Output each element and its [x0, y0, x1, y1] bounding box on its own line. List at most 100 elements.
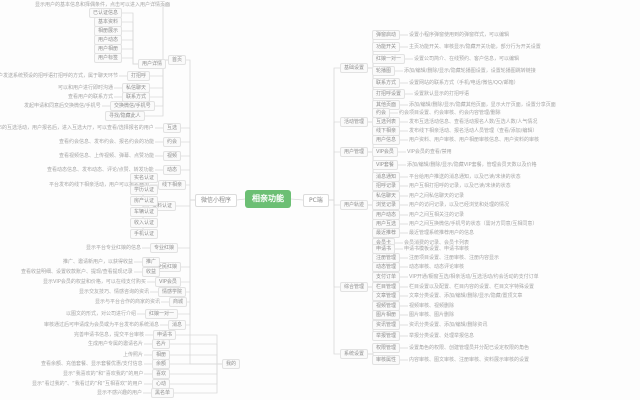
leaf-note: 推广、邀请新用户，以获得收益: [63, 259, 134, 265]
mindmap-topic[interactable]: 喜欢: [152, 369, 171, 379]
mindmap-topic[interactable]: 车辆认证: [130, 207, 159, 217]
mindmap-topic[interactable]: 功能开关: [372, 42, 401, 52]
mindmap-topic[interactable]: 消息: [168, 320, 187, 330]
leaf-note: 查看用户的联系方式: [68, 94, 114, 100]
mindmap-topic[interactable]: 文章管理: [372, 291, 401, 301]
leaf-note: 用户的访问记录，以及已经浏览和处理的情况: [409, 202, 510, 208]
leaf-note: 用户之间互相关注的记录: [409, 212, 465, 218]
mindmap-topic[interactable]: 权限管理: [372, 343, 401, 353]
leaf-note: 平台给用户推送的消息通知，以及已读/未读的状态: [409, 174, 521, 180]
mindmap-topic[interactable]: 综合管理: [340, 282, 369, 292]
mindmap-topic[interactable]: 最近推荐: [372, 228, 401, 238]
mindmap-topic[interactable]: 轮播图: [372, 66, 396, 76]
mindmap-topic[interactable]: 用户详情: [138, 59, 167, 69]
leaf-note: 设置网站的联系方式（手机/电话/微信/QQ/邮箱）: [409, 80, 519, 86]
leaf-note: 栏目设置以及配置、栏目内容的设置、栏目文字特殊设置: [409, 284, 535, 290]
mindmap-topic[interactable]: 招呼记录: [372, 181, 401, 191]
leaf-note: 添加/编辑/删除/显示/隐藏VIP套餐，管理会员天数以及价格: [407, 162, 537, 168]
mindmap-topic[interactable]: 浏览记录: [372, 200, 401, 210]
mindmap-topic[interactable]: 推广: [142, 257, 161, 267]
mindmap-topic[interactable]: 视频: [163, 151, 182, 161]
mindmap-topic[interactable]: 交换微信/手机号: [110, 101, 155, 111]
leaf-note: 审核通过后可申请成为会员或为平台发布的系统消息: [44, 322, 160, 328]
mindmap-topic[interactable]: 用户信息: [372, 135, 401, 145]
mindmap-topic[interactable]: 黑名单: [151, 388, 175, 398]
leaf-note: 主页功能开关、审核显示/隐藏开关功能，部分行为开关设置: [409, 44, 541, 50]
mindmap-topic[interactable]: 互选: [163, 123, 182, 133]
mindmap-topic[interactable]: 用户管理: [340, 147, 369, 157]
mindmap-topic[interactable]: 动态: [163, 165, 182, 175]
leaf-note: 生成用户专属的邀请名片: [88, 341, 144, 347]
mindmap-topic[interactable]: 联系方式: [372, 78, 401, 88]
mindmap-topic[interactable]: 审核属性: [372, 355, 401, 365]
root-topic[interactable]: 相亲功能: [245, 190, 291, 208]
leaf-note: 用户互相打招呼的记录，以及已读/未读的状态: [409, 183, 511, 189]
mindmap-topic[interactable]: VIP会员: [372, 147, 398, 157]
branch-root-topic[interactable]: 微信小程序: [195, 193, 238, 207]
mindmap-topic[interactable]: 商城: [169, 297, 188, 307]
leaf-note: 显示平台专业红娘的信息: [86, 245, 142, 251]
leaf-note: 平台发布的互选活动，用户报名后，进入互选大厅，可以查看/选择报名的用户: [0, 125, 154, 131]
mindmap-topic[interactable]: 我的: [222, 359, 241, 369]
mindmap-topic[interactable]: 实名认证: [130, 173, 159, 183]
mindmap-topic[interactable]: 打招呼设置: [372, 89, 406, 99]
leaf-note: 显示VIP会员的权益和价格，可以在线支付购买: [43, 279, 146, 285]
mindmap-topic[interactable]: 情感学院: [158, 287, 187, 297]
mindmap-topic[interactable]: 收益: [142, 267, 161, 277]
leaf-note: VIP开通/橱窗互选/相亲活动/互选活动/约会活动的支付订单: [409, 274, 539, 280]
branch-root-topic[interactable]: PC端: [303, 193, 329, 207]
leaf-note: 上传照片: [123, 352, 144, 358]
leaf-note: 设置默认显示的打招呼语: [414, 91, 470, 97]
mindmap-topic[interactable]: 动态管理: [372, 262, 401, 272]
mindmap-topic[interactable]: 学历认证: [130, 185, 159, 195]
leaf-note: 资讯分类设置、添加/编辑/删除资讯: [409, 322, 488, 328]
mindmap-topic[interactable]: 收入认证: [130, 218, 159, 228]
mindmap-topic[interactable]: 基础设置: [340, 63, 369, 73]
leaf-note: 注册项目设置、注册审核、注册内容显示: [409, 255, 500, 261]
leaf-note: 查看余额、充值套餐、显示套餐优惠/支付信息: [41, 361, 143, 367]
mindmap-topic[interactable]: 资料认证: [148, 201, 177, 211]
leaf-note: 发起申请和同意后交换微信/手机号: [24, 103, 101, 109]
mindmap-topic[interactable]: 图片相册: [372, 310, 401, 320]
leaf-note: VIP会员的查看/禁用: [407, 149, 452, 155]
mindmap-topic[interactable]: 余额: [152, 359, 171, 369]
mindmap-topic[interactable]: 手机认证: [130, 229, 159, 239]
leaf-note: 发布互选活动信息、查看活动报名人数/互选人数/人气情况: [409, 119, 538, 125]
leaf-note: 显示交友技巧、情感咨询的资讯: [79, 289, 150, 295]
leaf-note: 显示“看过我的”、“我看过的”和“互相喜欢”的用户: [32, 381, 143, 387]
leaf-note: 显示不感兴趣的用户: [97, 390, 143, 396]
mindmap-topic[interactable]: 红娘一对一: [372, 54, 406, 64]
leaf-note: 设置小程序弹窗使用到的弹窗样式，可以编辑: [409, 32, 510, 38]
leaf-note: 申请书模板设置、申请书审核: [404, 246, 470, 252]
leaf-note: 以图文的形式，对公司进行介绍: [66, 311, 137, 317]
mindmap-topic[interactable]: 打招呼: [127, 71, 151, 81]
mindmap-topic[interactable]: 用户标签: [94, 53, 123, 63]
mindmap-topic[interactable]: 系统设置: [340, 349, 369, 359]
mindmap-topic[interactable]: 支付订单: [372, 272, 401, 282]
mindmap-topic[interactable]: 活动管理: [340, 117, 369, 127]
leaf-note: 平台发布的线下相亲活动，用户可以报名参加: [49, 182, 150, 188]
mindmap-topic[interactable]: 名片: [152, 339, 171, 349]
mindmap-topic[interactable]: 专业红娘: [150, 243, 179, 253]
leaf-note: 显示“我喜欢的”和“喜欢我的”的用户: [63, 371, 144, 377]
mindmap-topic[interactable]: 弹窗启动: [372, 30, 401, 40]
mindmap-topic[interactable]: 约会: [163, 137, 182, 147]
leaf-note: 用户之间互换微信/手机号的状态（需对方同意/互相同意）: [409, 221, 538, 227]
leaf-note: 举报分类设置、处理举报信息: [409, 333, 475, 339]
leaf-note: 添加/编辑/删除/显示/隐藏其他页面，显示大厅页面，设置分享页面: [409, 102, 556, 108]
mindmap-topic[interactable]: VIP套餐: [372, 160, 398, 170]
mindmap-topic[interactable]: 房产认证: [130, 196, 159, 206]
leaf-note: 发布线下相亲活动、报名活动人员管理（查看/添加/编辑）: [409, 128, 538, 134]
mindmap-topic[interactable]: VIP会员: [155, 277, 181, 287]
leaf-note: 设置公司简介、在线预约、客户信息，可以编辑: [414, 56, 520, 62]
mindmap-topic[interactable]: 首页: [168, 55, 187, 65]
leaf-note: 视频审核、视频删除: [409, 303, 455, 309]
mindmap-topic[interactable]: 资讯管理: [372, 320, 401, 330]
leaf-note: 用户之间私信聊天的记录: [409, 193, 465, 199]
mindmap-topic[interactable]: 举报管理: [372, 331, 401, 341]
mindmap-topic[interactable]: 红娘一对一: [145, 309, 179, 319]
mindmap-topic[interactable]: 用户轨迹: [340, 200, 369, 210]
mindmap-topic[interactable]: 寻找/隐藏此人: [105, 111, 145, 121]
mindmap-topic[interactable]: 线下相亲: [158, 180, 187, 190]
